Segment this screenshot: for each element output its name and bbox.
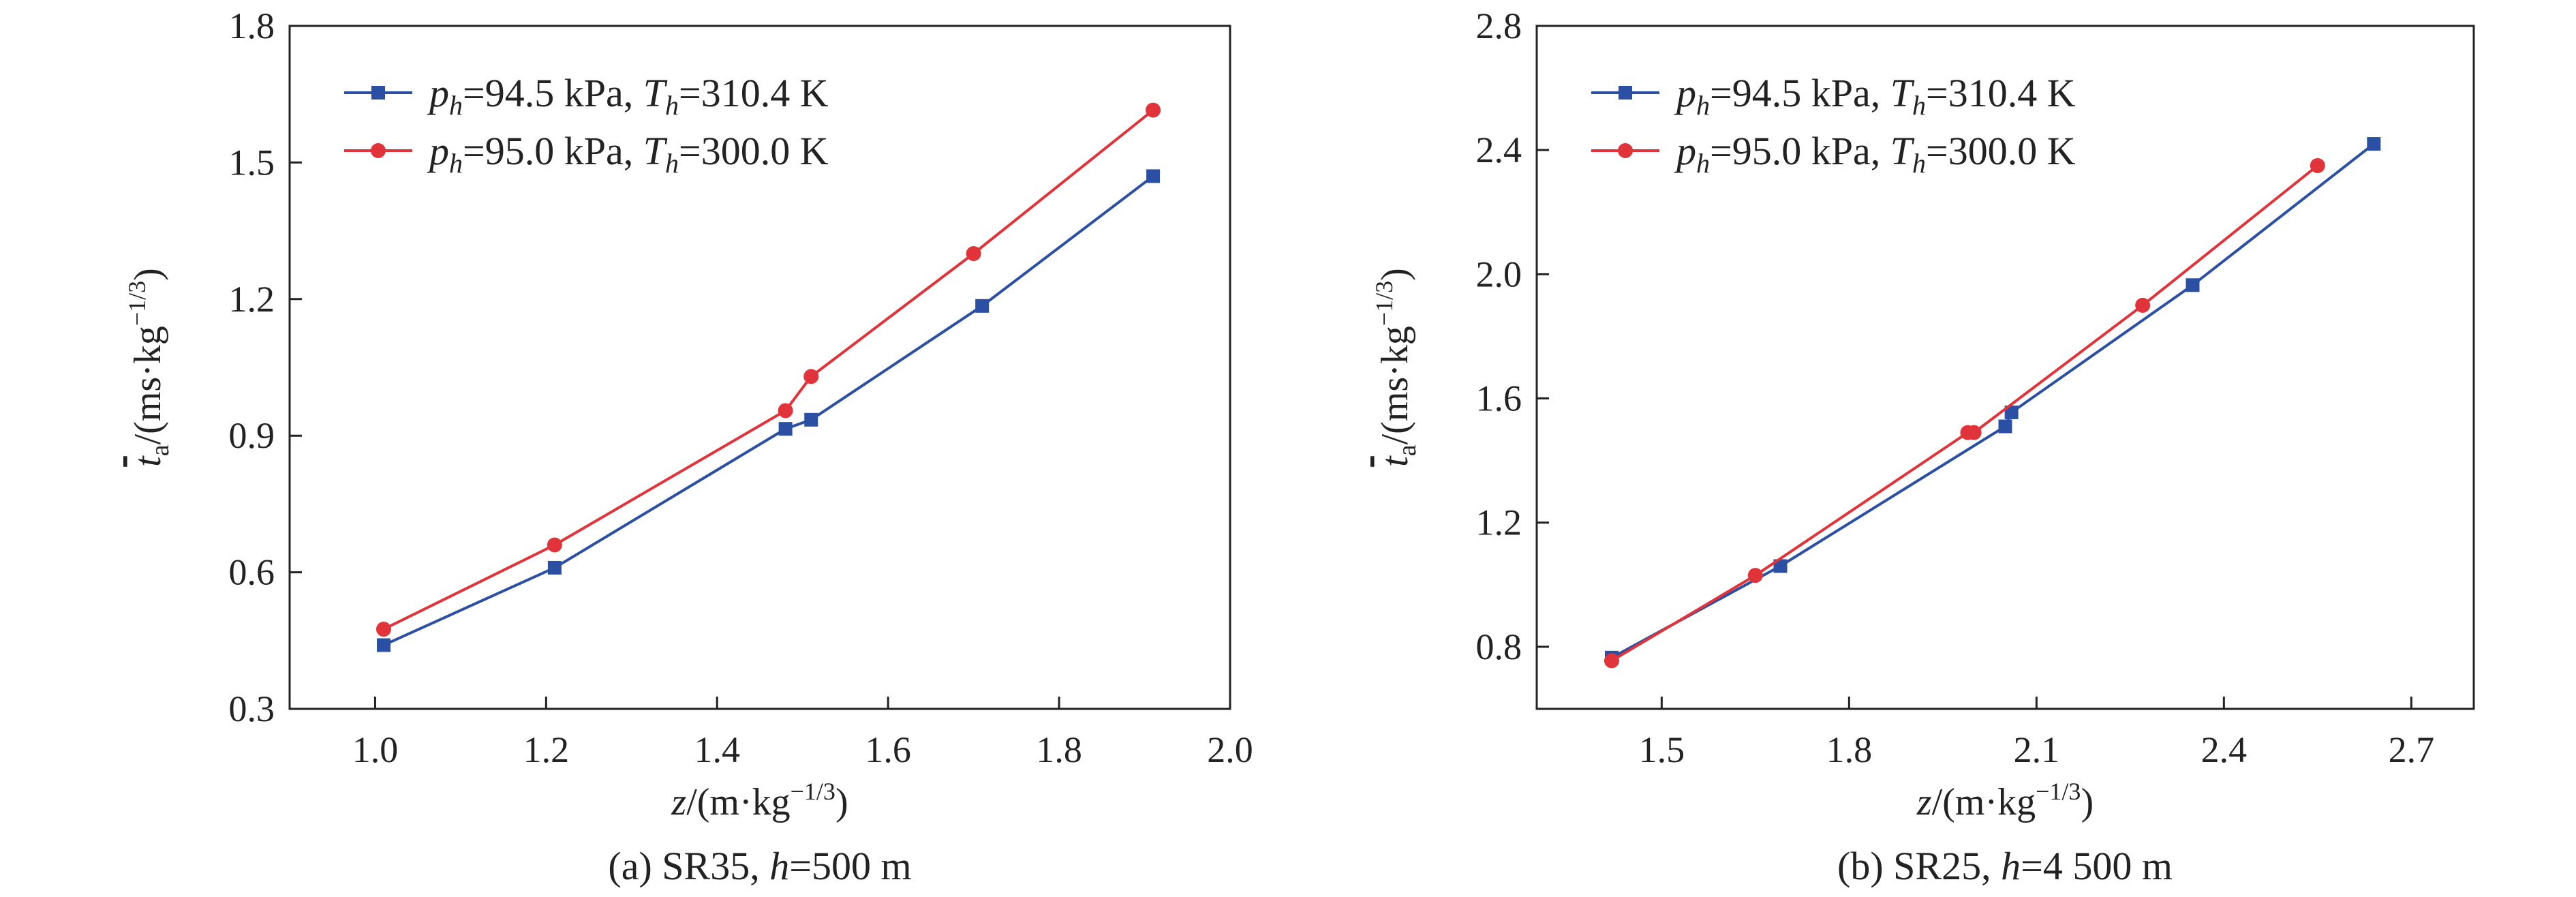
data-point-square bbox=[2186, 278, 2200, 292]
data-point-square bbox=[1773, 559, 1788, 573]
legend-label: ph=94.5 kPa, Th=310.4 K bbox=[1674, 71, 2076, 121]
plot-frame bbox=[1535, 25, 2475, 710]
legend-marker-circle bbox=[1618, 143, 1633, 158]
legend-marker-square bbox=[1619, 86, 1632, 100]
data-point-circle bbox=[2135, 297, 2151, 313]
panel-caption: (b) SR25, h=4 500 m bbox=[1837, 844, 2173, 888]
x-axis-label: z/(m·kg−1/3) bbox=[1916, 778, 2094, 823]
series-blue-squares: ph=94.5 kPa, Th=310.4 K bbox=[1591, 71, 2381, 665]
legend-marker-circle bbox=[371, 143, 386, 158]
y-axis-label: ta/(ms·kg−1/3) bbox=[123, 268, 174, 467]
x-tick-label: 1.8 bbox=[1826, 729, 1873, 770]
data-point-square bbox=[2367, 137, 2381, 151]
y-tick-label: 1.8 bbox=[229, 5, 275, 46]
series-line bbox=[383, 174, 1154, 647]
x-tick-label: 2.4 bbox=[2201, 729, 2248, 770]
x-tick-label: 2.1 bbox=[2014, 729, 2060, 770]
series-red-circles: ph=95.0 kPa, Th=300.0 K bbox=[1591, 129, 2325, 669]
data-point-circle bbox=[1604, 653, 1619, 669]
x-tick-label: 1.5 bbox=[1639, 729, 1685, 770]
legend-label: ph=95.0 kPa, Th=300.0 K bbox=[1674, 129, 2076, 179]
data-point-square bbox=[1998, 419, 2012, 434]
series-red-circles: ph=95.0 kPa, Th=300.0 K bbox=[344, 102, 1161, 637]
x-tick-label: 1.8 bbox=[1036, 729, 1082, 770]
data-point-circle bbox=[778, 403, 793, 419]
data-point-circle bbox=[376, 622, 391, 637]
x-tick-label: 2.0 bbox=[1207, 729, 1253, 770]
series-blue-squares: ph=94.5 kPa, Th=310.4 K bbox=[344, 71, 1161, 652]
data-point-circle bbox=[966, 246, 981, 261]
data-point-circle bbox=[547, 537, 562, 553]
data-point-circle bbox=[2310, 157, 2325, 173]
series-line bbox=[1610, 164, 2319, 663]
legend-label: ph=95.0 kPa, Th=300.0 K bbox=[427, 129, 829, 179]
y-tick-label: 1.2 bbox=[229, 279, 275, 320]
data-point-square bbox=[1146, 169, 1161, 183]
data-point-circle bbox=[1146, 102, 1161, 118]
plot-frame bbox=[288, 25, 1231, 710]
panel-caption: (a) SR35, h=500 m bbox=[608, 844, 911, 888]
series-line bbox=[1611, 142, 2375, 659]
legend-marker-square bbox=[371, 86, 385, 100]
data-point-circle bbox=[803, 369, 819, 384]
y-tick-label: 2.8 bbox=[1476, 5, 1522, 46]
data-point-square bbox=[778, 422, 793, 436]
data-point-square bbox=[547, 560, 562, 575]
x-tick-label: 1.2 bbox=[523, 729, 570, 770]
x-axis-label: z/(m·kg−1/3) bbox=[671, 778, 848, 823]
data-point-circle bbox=[1747, 568, 1763, 583]
y-tick-label: 1.6 bbox=[1476, 378, 1522, 419]
y-tick-label: 2.4 bbox=[1476, 130, 1522, 170]
y-tick-label: 1.2 bbox=[1476, 502, 1522, 543]
series-line bbox=[383, 109, 1154, 630]
y-tick-label: 0.3 bbox=[229, 688, 275, 729]
chart-panel-a: 1.0 1.2 1.4 1.6 1.8 2.0 0.3 0.6 0.9 1.2 1.5 1.8 z/(m… bbox=[123, 5, 1253, 888]
x-tick-label: 1.4 bbox=[694, 729, 741, 770]
x-tick-label: 2.7 bbox=[2389, 729, 2435, 770]
legend-label: ph=94.5 kPa, Th=310.4 K bbox=[427, 71, 829, 121]
y-tick-label: 2.0 bbox=[1476, 254, 1522, 294]
x-tick-label: 1.6 bbox=[865, 729, 911, 770]
data-point-circle bbox=[1966, 425, 1982, 440]
chart-panel-b: 1.5 1.8 2.1 2.4 2.7 0.8 1.2 1.6 2.0 2.4 2.8 z/(m·kg… bbox=[1370, 5, 2475, 888]
data-point-square bbox=[377, 638, 390, 652]
y-tick-label: 0.8 bbox=[1476, 626, 1522, 667]
y-tick-label: 0.6 bbox=[229, 552, 275, 593]
x-tick-label: 1.0 bbox=[352, 729, 399, 770]
y-tick-label: 0.9 bbox=[229, 415, 275, 456]
data-point-square bbox=[2004, 406, 2019, 420]
y-tick-label: 1.5 bbox=[229, 142, 275, 183]
y-axis-label: ta/(ms·kg−1/3) bbox=[1370, 268, 1422, 467]
data-point-square bbox=[975, 299, 990, 313]
data-point-square bbox=[804, 412, 818, 427]
